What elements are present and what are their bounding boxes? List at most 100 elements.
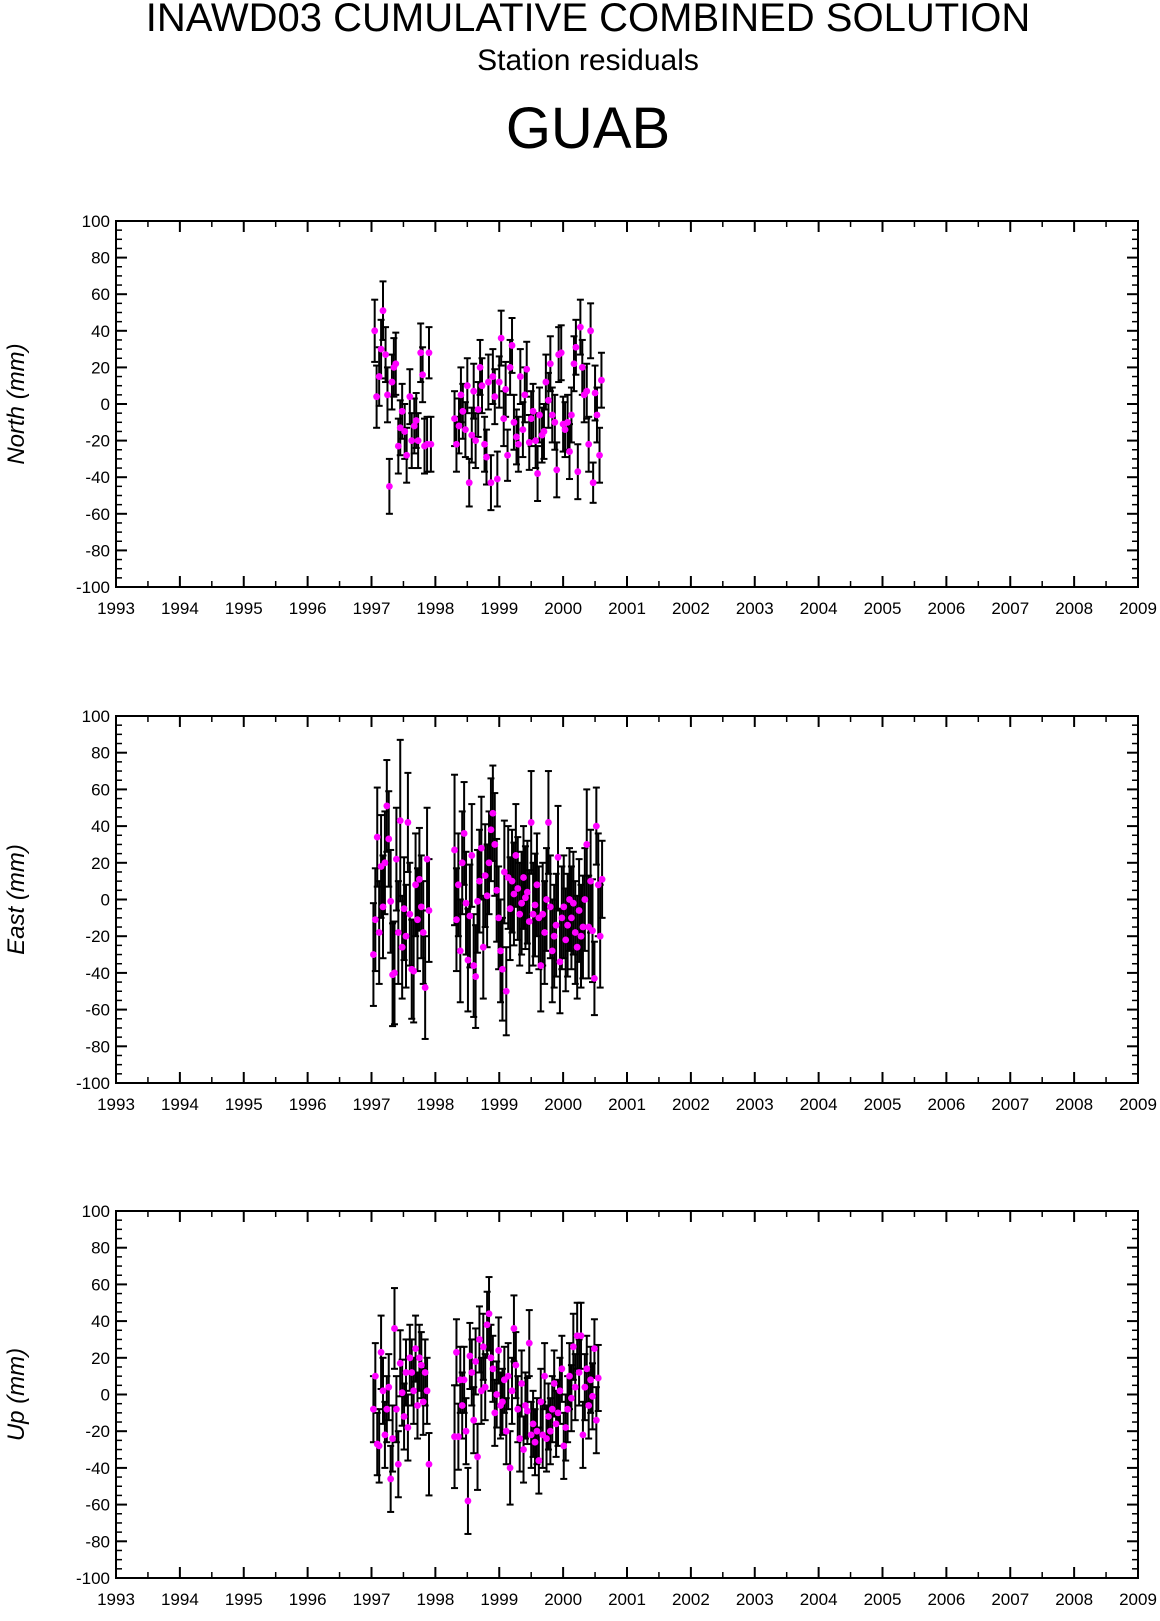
- data-point: [468, 852, 476, 859]
- data-point: [570, 360, 578, 368]
- data-point: [417, 1361, 425, 1369]
- data-point: [562, 936, 570, 944]
- data-point: [383, 802, 391, 810]
- data-point: [591, 975, 598, 982]
- data-point: [461, 426, 469, 434]
- data-point: [552, 921, 560, 929]
- data-point: [389, 1435, 396, 1442]
- y-tick-label: 60: [91, 780, 110, 799]
- data-point: [561, 426, 569, 434]
- data-point: [573, 943, 581, 951]
- y-tick-label: -20: [85, 1422, 110, 1441]
- data-point: [464, 956, 472, 964]
- data-point: [417, 903, 425, 911]
- data-point: [419, 929, 427, 936]
- y-tick-label: 60: [91, 1275, 110, 1294]
- data-point: [531, 901, 539, 909]
- data-point: [468, 431, 476, 439]
- x-tick-label: 2004: [800, 599, 838, 618]
- data-point: [387, 897, 395, 905]
- y-tick-label: 20: [91, 358, 110, 377]
- x-tick-label: 2009: [1119, 599, 1157, 618]
- y-tick-label: 40: [91, 322, 110, 341]
- data-point: [521, 391, 529, 399]
- data-point: [398, 1389, 406, 1397]
- x-tick-label: 2006: [927, 1095, 965, 1114]
- data-point: [532, 437, 540, 444]
- data-point: [583, 1365, 591, 1373]
- data-point: [579, 1431, 587, 1439]
- data-point: [564, 1405, 571, 1413]
- data-point: [545, 396, 552, 404]
- data-point: [483, 453, 490, 461]
- data-point: [502, 385, 510, 393]
- data-point: [385, 482, 393, 490]
- data-point: [394, 442, 402, 450]
- data-point: [383, 1405, 391, 1413]
- data-point: [502, 1427, 510, 1435]
- data-point: [581, 1383, 589, 1391]
- data-point: [577, 932, 585, 940]
- data-point: [553, 466, 561, 474]
- x-tick-label: 1999: [480, 1590, 518, 1609]
- data-point: [499, 965, 506, 973]
- data-point: [551, 418, 559, 426]
- data-point: [460, 830, 468, 837]
- data-point: [379, 307, 387, 315]
- data-point: [556, 1387, 564, 1395]
- data-point: [404, 1424, 412, 1431]
- data-point: [387, 1475, 395, 1483]
- data-point: [472, 973, 480, 980]
- data-point: [377, 1348, 385, 1356]
- data-point: [414, 916, 421, 924]
- data-point: [393, 1405, 400, 1413]
- data-point: [558, 914, 566, 922]
- y-tick-label: -60: [85, 1496, 110, 1515]
- y-axis-label: Up (mm): [3, 1348, 30, 1441]
- data-point: [472, 437, 480, 444]
- x-tick-label: 2007: [991, 1095, 1029, 1114]
- data-point: [493, 475, 501, 483]
- x-tick-label: 2002: [672, 599, 710, 618]
- data-point: [581, 896, 589, 903]
- y-tick-label: 0: [101, 395, 110, 414]
- data-point: [546, 1427, 554, 1435]
- data-point: [373, 833, 381, 841]
- y-tick-label: -100: [76, 578, 110, 597]
- data-point: [569, 899, 577, 907]
- x-tick-label: 2005: [864, 599, 902, 618]
- data-point: [370, 951, 377, 958]
- data-point: [454, 1433, 462, 1441]
- data-point: [560, 903, 568, 911]
- data-point: [552, 1420, 560, 1428]
- data-point: [396, 1359, 404, 1367]
- data-point: [484, 378, 492, 386]
- data-point: [493, 886, 501, 894]
- data-point: [379, 1387, 387, 1395]
- data-point: [571, 929, 579, 936]
- data-point: [571, 1383, 579, 1391]
- data-point: [545, 1413, 552, 1420]
- data-point: [585, 1402, 593, 1409]
- data-point: [491, 841, 499, 848]
- data-point: [481, 440, 488, 448]
- x-tick-label: 1997: [353, 1095, 391, 1114]
- x-tick-label: 2008: [1055, 599, 1093, 618]
- data-point: [589, 479, 597, 487]
- data-point: [550, 932, 558, 940]
- data-point: [516, 373, 524, 380]
- data-point: [408, 1369, 416, 1376]
- data-point: [506, 905, 514, 913]
- data-point: [587, 327, 594, 335]
- data-point: [465, 479, 473, 487]
- data-point: [394, 1460, 402, 1468]
- data-point: [527, 819, 535, 826]
- x-tick-label: 1998: [416, 599, 454, 618]
- data-point: [388, 378, 396, 386]
- x-tick-label: 2005: [864, 1590, 902, 1609]
- data-point: [531, 1438, 539, 1446]
- data-point: [375, 929, 383, 936]
- data-point: [522, 894, 529, 902]
- data-point: [421, 984, 429, 991]
- data-point: [585, 440, 593, 448]
